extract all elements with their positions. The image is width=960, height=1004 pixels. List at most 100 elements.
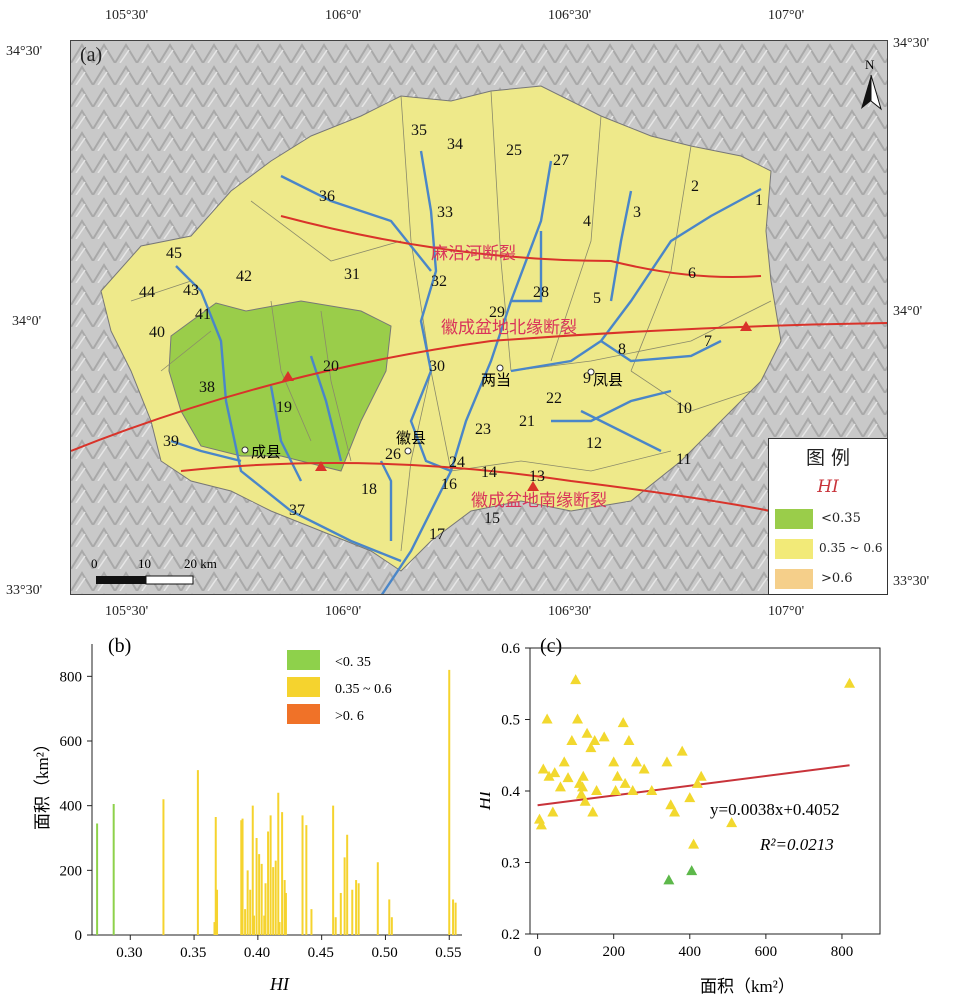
x-tick-label: 0	[534, 944, 542, 960]
basin-number: 16	[441, 476, 457, 493]
x-tick-label: 600	[755, 944, 778, 960]
basin-number: 30	[429, 358, 445, 375]
basin-number: 3	[633, 204, 641, 221]
svg-text:10: 10	[138, 556, 151, 571]
scatter-point	[631, 756, 643, 767]
town-label: 两当	[481, 372, 511, 389]
y-tick-label: 0.2	[501, 927, 520, 943]
y-tick-label: 0.6	[501, 641, 520, 657]
scatter-point	[627, 785, 639, 795]
scatter-point	[554, 781, 566, 792]
scatter-point	[577, 781, 588, 792]
scatter-point	[562, 772, 574, 783]
basin-number-labels: 1 2 3 4 5 6 7 8 9 10 11 12 13 14 15 16 1…	[139, 122, 763, 543]
fault-markers	[282, 321, 752, 491]
scatter-point	[669, 806, 681, 817]
scatter-point	[575, 788, 587, 799]
scatter-point	[541, 713, 553, 724]
scatter-point	[726, 817, 738, 828]
legend-label: 0.35 ~ 0.6	[819, 541, 883, 555]
basin-number: 28	[533, 284, 549, 301]
scale-bar: 0 10 20 km	[91, 556, 217, 585]
y-axis-label: HI	[480, 790, 494, 811]
lon-label-top: 105°30'	[105, 8, 149, 23]
scatter-point	[610, 785, 622, 795]
legend-swatch	[287, 650, 320, 670]
x-tick-label: 0.35	[180, 945, 206, 961]
basin-number: 14	[481, 464, 497, 481]
scatter-point	[676, 745, 688, 756]
scatter-point	[537, 763, 549, 774]
y-tick-label: 600	[60, 734, 83, 750]
basin-number: 12	[586, 435, 602, 452]
legend-label: <0.35	[821, 511, 861, 526]
legend-swatch	[775, 569, 813, 589]
legend-label: 0.35 ~ 0.6	[335, 682, 392, 697]
svg-text:0: 0	[91, 556, 98, 571]
basin-number: 21	[519, 413, 535, 430]
scatter-point	[535, 819, 547, 830]
lat-label-left: 33°30'	[6, 583, 43, 598]
basin-number: 5	[593, 290, 601, 307]
basin-number: 10	[676, 400, 692, 417]
lat-label-right: 34°30'	[893, 36, 930, 51]
x-tick-label: 0.55	[435, 945, 461, 961]
town-label: 凤县	[593, 372, 623, 389]
town-label: 徽县	[396, 430, 426, 447]
basin-number: 25	[506, 142, 522, 159]
lon-label-top: 106°0'	[325, 8, 362, 23]
x-tick-label: 200	[602, 944, 625, 960]
scatter-point	[581, 727, 593, 738]
y-tick-label: 0.4	[501, 784, 520, 800]
x-tick-label: 0.50	[371, 945, 397, 961]
basin-number: 24	[449, 454, 465, 471]
scatter-point	[547, 806, 559, 817]
fault-label: 麻沿河断裂	[431, 244, 516, 263]
legend-title: 图 例	[805, 447, 851, 469]
scatter-point	[589, 734, 601, 745]
x-tick-label: 0.45	[308, 945, 334, 961]
basin-number: 7	[704, 333, 712, 350]
basin-number: 42	[236, 268, 252, 285]
basin-number: 37	[289, 502, 305, 519]
y-tick-label: 0	[75, 928, 83, 944]
scatter-point	[663, 874, 675, 885]
x-tick-label: 0.30	[116, 945, 142, 961]
scatter-point	[558, 756, 570, 767]
basin-number: 27	[553, 152, 569, 169]
y-tick-label: 0.3	[501, 856, 520, 872]
river-network	[170, 150, 762, 594]
legend-label: >0. 6	[335, 709, 364, 724]
svg-text:N: N	[865, 57, 875, 72]
x-axis-label: HI	[269, 974, 290, 994]
scatter-point	[579, 795, 591, 806]
basin-number: 35	[411, 122, 427, 139]
fit-equation: y=0.0038x+0.4052	[710, 800, 840, 819]
scatter-point	[661, 756, 673, 767]
lat-label-right: 34°0'	[893, 304, 923, 319]
svg-text:20 km: 20 km	[184, 556, 217, 571]
low-hi-region	[168, 300, 392, 472]
map-panel: 麻沿河断裂 徽成盆地北缘断裂 徽成盆地南缘断裂 两当 凤县 徽县 成县 1 2 …	[70, 40, 888, 595]
basin-number: 17	[429, 526, 445, 543]
sub-basin-divides	[130, 90, 772, 552]
scatter-point	[572, 713, 584, 724]
basin-number: 26	[385, 446, 401, 463]
lon-label-bottom: 107°0'	[768, 604, 805, 619]
basin-number: 36	[319, 188, 335, 205]
basin-number: 1	[755, 192, 763, 209]
basin-number: 33	[437, 204, 453, 221]
scatter-point	[612, 770, 623, 781]
basin-number: 34	[447, 136, 463, 153]
scatter-point	[638, 763, 650, 774]
basin-number: 6	[688, 265, 696, 282]
scatter-point	[686, 865, 698, 876]
legend-swatch	[287, 677, 320, 697]
map-legend: 图 例 HI <0.35 0.35 ~ 0.6 >0.6	[768, 438, 888, 595]
scatter-point	[665, 799, 677, 810]
scatter-point	[577, 770, 589, 781]
fault-lines	[71, 215, 887, 512]
x-tick-label: 400	[679, 944, 702, 960]
panel-label-b: (b)	[108, 635, 131, 657]
basin-number: 39	[163, 433, 179, 450]
